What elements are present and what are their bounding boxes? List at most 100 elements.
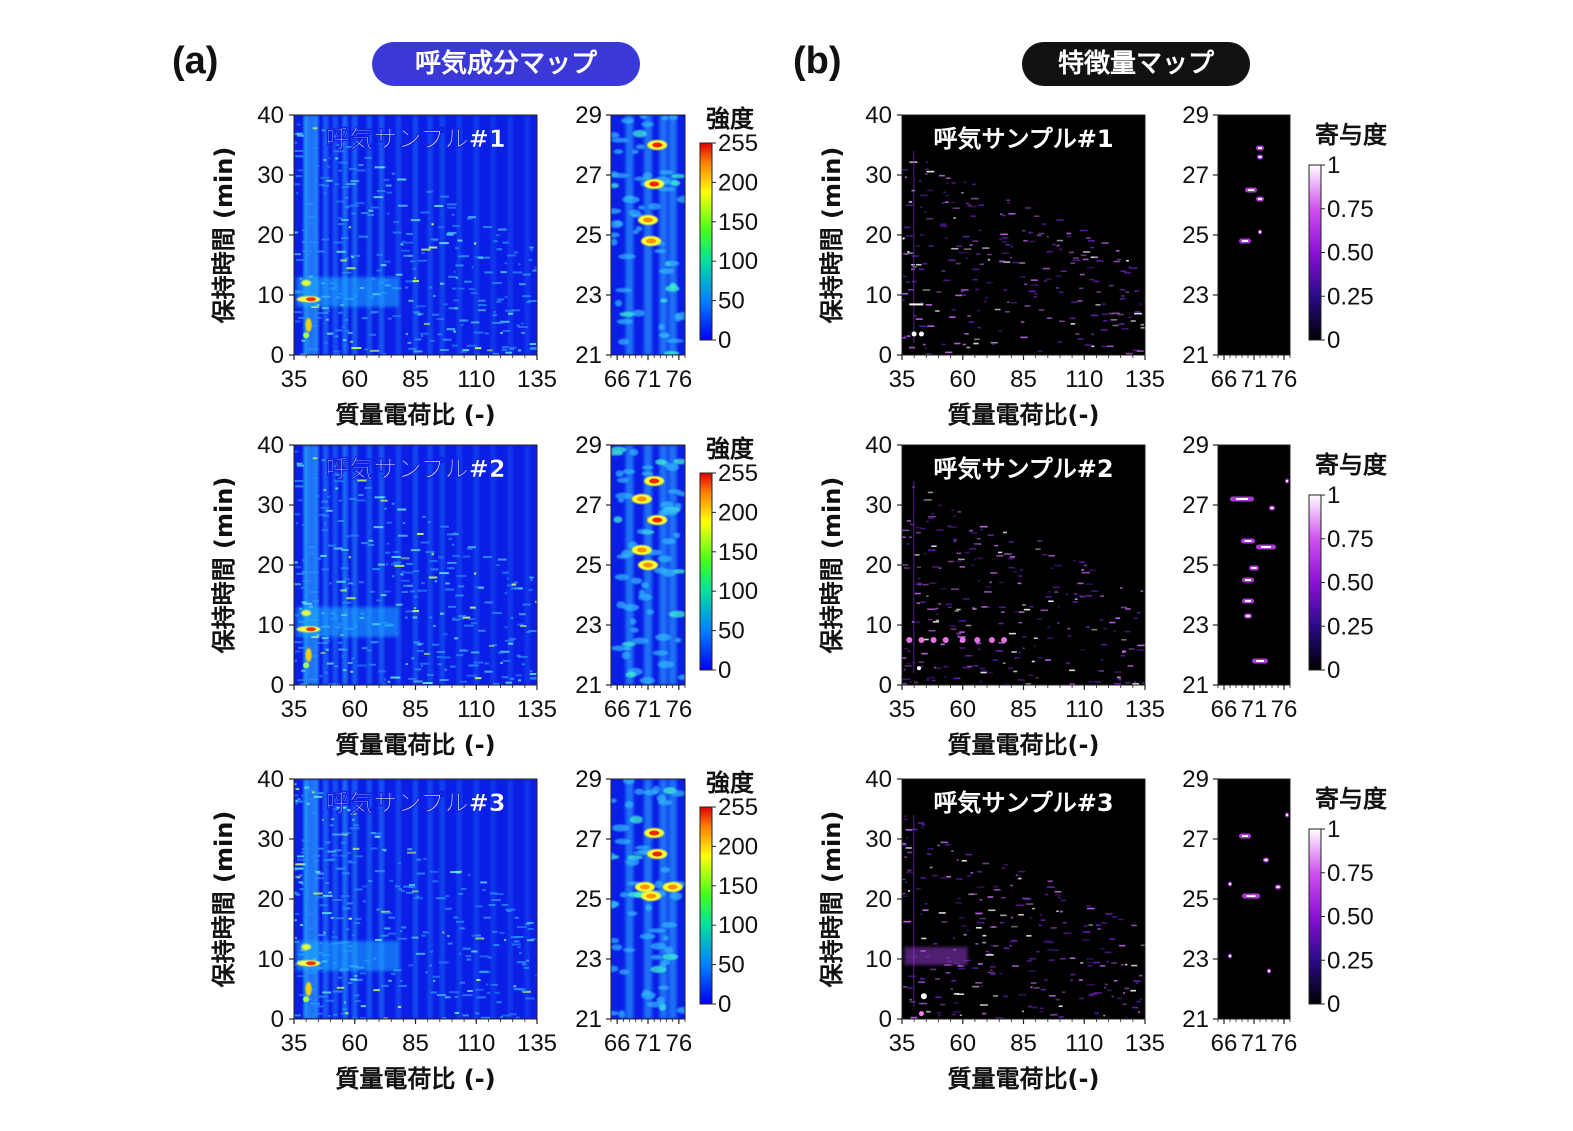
signal-streak (458, 892, 463, 895)
zoom-blob (634, 788, 645, 795)
feature-dash (953, 993, 960, 995)
feature-dash (940, 643, 945, 646)
signal-streak (525, 923, 530, 926)
zoom-blob (621, 549, 634, 558)
mass-column (473, 115, 479, 355)
feature-dash (922, 583, 929, 586)
signal-streak (335, 157, 339, 160)
signal-streak (327, 999, 334, 1002)
colorbar-tick-label: 50 (718, 288, 745, 315)
feature-dash (979, 525, 988, 528)
feature-dash (1024, 283, 1028, 286)
signal-streak (298, 646, 306, 649)
zoom-y-tick-label: 27 (1182, 162, 1209, 189)
signal-streak (476, 996, 486, 999)
feature-dash (1135, 982, 1139, 984)
feature-dash (1030, 279, 1038, 281)
feature-dash (903, 818, 909, 821)
x-tick-label: 35 (889, 1030, 916, 1057)
signal-streak (475, 347, 482, 350)
signal-streak (321, 568, 330, 571)
signal-streak (392, 315, 401, 318)
feature-dash (903, 647, 909, 650)
signal-streak (294, 513, 301, 516)
zoom-blob (616, 477, 629, 483)
signal-streak (457, 255, 465, 258)
feature-dash (1011, 965, 1019, 967)
feature-dash (1090, 993, 1098, 995)
y-tick-label: 0 (879, 1006, 892, 1033)
signal-streak (357, 479, 367, 482)
feature-dash (921, 937, 927, 940)
feature-dash (1143, 977, 1145, 979)
signal-streak (492, 611, 502, 614)
feature-dash (1047, 880, 1053, 883)
signal-streak (404, 571, 414, 574)
signal-streak (308, 605, 313, 608)
zoom-y-tick-label: 21 (1182, 672, 1209, 699)
signal-streak (423, 857, 427, 860)
signal-streak (532, 269, 537, 272)
feature-dash (1058, 291, 1064, 293)
signal-streak (451, 543, 455, 546)
mass-column (507, 445, 513, 685)
feature-dash (1128, 316, 1132, 319)
zoom-blob (641, 471, 654, 476)
zoom-blob (618, 253, 636, 260)
mass-column (366, 779, 372, 1019)
signal-streak (313, 795, 323, 798)
signal-streak (315, 792, 324, 795)
signal-streak (340, 895, 351, 898)
signal-streak (436, 655, 442, 658)
feature-dash (1058, 1016, 1064, 1018)
feature-dash (1020, 321, 1025, 323)
feature-dash (1039, 1011, 1044, 1013)
y-tick-label: 40 (865, 432, 892, 459)
signal-streak (401, 590, 409, 593)
feature-dash (1004, 310, 1010, 313)
signal-streak (306, 802, 310, 805)
main-heatmap (902, 779, 1145, 1019)
signal-streak (353, 994, 360, 997)
signal-streak (343, 675, 346, 678)
zoom-blob (634, 176, 649, 182)
signal-streak (496, 300, 502, 303)
feature-dash (951, 980, 956, 982)
signal-streak (296, 522, 299, 525)
signal-streak (349, 204, 359, 207)
feature-dash (1099, 619, 1103, 621)
signal-streak (410, 549, 421, 552)
y-tick-label: 30 (865, 826, 892, 853)
zoom-blob (611, 137, 629, 143)
signal-streak (516, 988, 526, 991)
feature-dash (909, 536, 912, 539)
signal-streak (336, 143, 344, 146)
feature-dash (902, 657, 907, 659)
feature-dash (1003, 261, 1011, 263)
signal-streak (297, 134, 305, 137)
signal-streak (500, 1016, 504, 1019)
mass-column (313, 115, 319, 355)
feature-dash (1114, 671, 1122, 673)
feature-dash (1125, 681, 1131, 684)
signal-streak (326, 662, 334, 665)
signal-streak (341, 548, 349, 551)
feature-dash (902, 844, 907, 846)
signal-streak (508, 312, 514, 315)
feature-dash (913, 315, 917, 317)
mass-column (456, 779, 462, 1019)
colorbar-tick-label: 0 (1327, 327, 1340, 354)
signal-streak (308, 552, 316, 555)
signal-streak (340, 1012, 347, 1015)
zoom-blob (641, 465, 654, 470)
y-axis-label: 保持時間 (min) (210, 811, 238, 989)
feature-dash (911, 255, 920, 257)
zoom-blob (621, 117, 635, 124)
zoom-blob (618, 1010, 626, 1019)
feature-dash (955, 294, 962, 297)
x-axis-label: 質量電荷比(-) (948, 731, 1100, 759)
signal-streak (307, 789, 315, 792)
signal-streak (467, 216, 477, 219)
zoom-blob (673, 532, 681, 539)
signal-streak (405, 333, 408, 336)
